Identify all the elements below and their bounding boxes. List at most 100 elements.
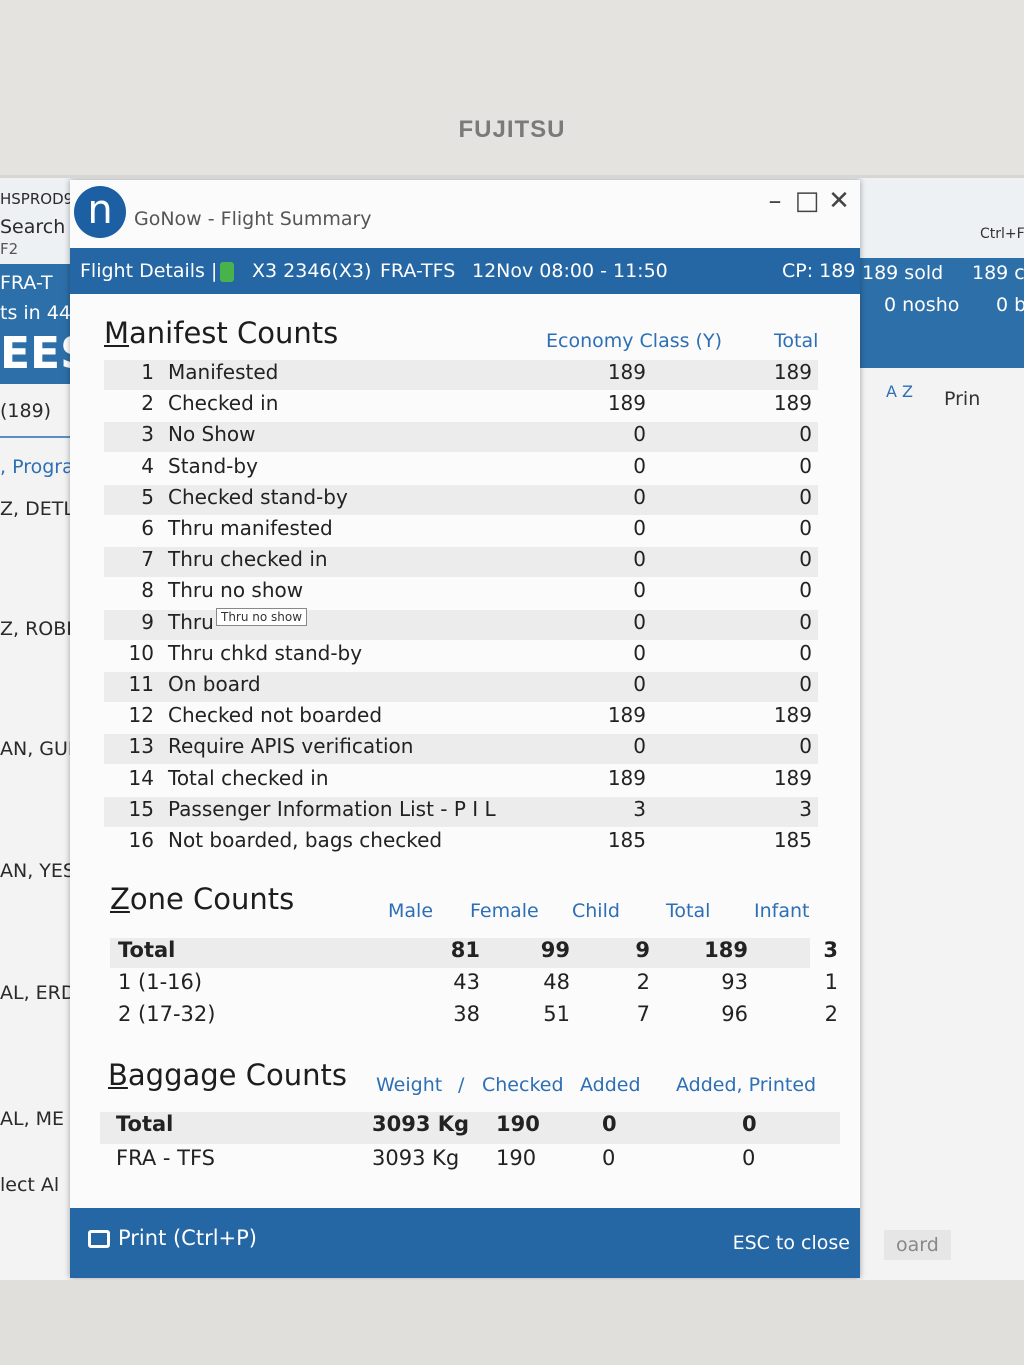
- zone-total-value: 93: [721, 970, 748, 994]
- total-value: 0: [799, 516, 812, 540]
- economy-class-header: Economy Class (Y): [546, 330, 722, 352]
- manifest-row: 15 Passenger Information List - P I L 3 3: [104, 796, 818, 827]
- total-value: 189: [773, 765, 812, 790]
- select-all-link[interactable]: lect Al: [0, 1174, 60, 1196]
- sort-az-button[interactable]: A Z: [886, 382, 913, 401]
- zone-child-value: 2: [636, 970, 650, 994]
- env-label: HSPROD9: [0, 190, 74, 208]
- economy-value: 0: [633, 453, 646, 478]
- zone-row: Total 81 99 9 189 3: [110, 938, 838, 968]
- total-header: Total: [774, 330, 819, 352]
- print-button[interactable]: Print (Ctrl+P): [88, 1226, 257, 1250]
- row-label: Checked stand-by: [168, 484, 348, 509]
- flight-icon: [216, 260, 240, 282]
- row-number: 16: [128, 828, 154, 852]
- passenger-row[interactable]: Z, ROBI: [0, 618, 72, 640]
- manifest-row: 2 Checked in 189 189: [104, 391, 818, 421]
- zone-child-value: 9: [635, 938, 650, 962]
- row-number: 9: [141, 609, 154, 634]
- flight-number: X3 2346(X3): [252, 260, 372, 282]
- row-label: Require APIS verification: [168, 734, 414, 759]
- dialog-footer: Print (Ctrl+P) ESC to close: [70, 1208, 860, 1278]
- search-button[interactable]: Search: [0, 216, 66, 238]
- baggage-label: FRA - TFS: [116, 1146, 215, 1170]
- row-label: Checked in: [168, 391, 279, 416]
- background-stats-band: [860, 258, 1024, 368]
- total-value: 0: [799, 640, 812, 665]
- row-label: Thru checked in: [168, 547, 328, 572]
- manifest-row: 11 On board 0 0: [104, 672, 818, 702]
- row-label: Thru: [168, 609, 214, 634]
- total-value: 3: [799, 796, 812, 821]
- child-header: Child: [572, 900, 620, 922]
- screen: HSPROD9 Search F2 FRA-T ts in 44 EES (18…: [0, 178, 1024, 1280]
- row-number: 14: [128, 765, 154, 790]
- row-number: 11: [128, 672, 154, 696]
- added-printed-header: Added, Printed: [676, 1074, 817, 1096]
- sold-count: 189 sold: [862, 262, 944, 284]
- maximize-icon[interactable]: □: [794, 186, 820, 216]
- shortcut-fragment: Ctrl+F: [980, 226, 1024, 242]
- total-value: 0: [799, 453, 812, 478]
- zone-male-value: 38: [453, 1002, 480, 1026]
- infant-header: Infant: [754, 900, 810, 922]
- minimize-icon[interactable]: –: [768, 186, 782, 216]
- total-value: 189: [773, 391, 812, 416]
- checked-count: 189 c: [972, 262, 1024, 284]
- passenger-row[interactable]: AN, GUE: [0, 738, 80, 760]
- zone-label: 1 (1-16): [118, 970, 203, 994]
- row-label: Passenger Information List - P I L: [168, 796, 496, 821]
- manifest-row: 10 Thru chkd stand-by 0 0: [104, 641, 818, 671]
- passenger-row[interactable]: AL, ME: [0, 1108, 65, 1130]
- economy-value: 0: [633, 734, 646, 759]
- monitor-brand-logo: FUJITSU: [458, 116, 566, 143]
- count-fragment: ts in 44: [0, 302, 71, 324]
- economy-value: 185: [607, 828, 646, 852]
- passenger-row[interactable]: AL, ERD: [0, 982, 76, 1004]
- checked-header: Checked: [482, 1074, 564, 1096]
- passenger-row[interactable]: AN, YES: [0, 860, 75, 882]
- male-header: Male: [388, 900, 434, 922]
- baggage-added-printed: 0: [742, 1146, 756, 1170]
- baggage-weight: 3093 Kg: [372, 1112, 470, 1136]
- baggage-row: FRA - TFS 3093 Kg 190 0 0: [100, 1146, 840, 1178]
- noshow-count: 0 nosho: [884, 294, 960, 316]
- zone-female-value: 99: [540, 938, 570, 962]
- row-label: Thru manifested: [168, 516, 333, 540]
- total-value: 0: [799, 734, 812, 759]
- close-icon[interactable]: ✕: [828, 186, 850, 216]
- zone-infant-value: 2: [824, 1002, 838, 1026]
- route-fragment: FRA-T: [0, 272, 53, 294]
- baggage-checked: 190: [496, 1112, 540, 1136]
- row-number: 3: [141, 422, 154, 447]
- economy-value: 0: [633, 547, 646, 572]
- zone-row: 2 (17-32) 38 51 7 96 2: [110, 1002, 838, 1032]
- print-fragment-button[interactable]: Prin: [944, 388, 981, 410]
- manifest-row: 14 Total checked in 189 189: [104, 766, 818, 796]
- flight-summary-dialog: n GoNow - Flight Summary – □ ✕ Flight De…: [70, 180, 860, 1278]
- zone-row: 1 (1-16) 43 48 2 93 1: [110, 970, 838, 1000]
- baggage-checked: 190: [496, 1146, 537, 1170]
- flight-date-time: 12Nov 08:00 - 11:50: [472, 260, 668, 282]
- zone-total-value: 189: [704, 938, 748, 962]
- row-number: 8: [141, 578, 154, 603]
- row-number: 2: [141, 391, 154, 416]
- program-link[interactable]: , Progra: [0, 456, 74, 478]
- row-number: 5: [141, 484, 154, 509]
- zone-child-value: 7: [636, 1002, 650, 1026]
- economy-value: 3: [633, 796, 646, 821]
- row-label: Thru no show: [168, 578, 304, 603]
- baggage-added: 0: [602, 1146, 616, 1170]
- total-value: 189: [773, 360, 812, 384]
- row-label: No Show: [168, 422, 256, 447]
- total-value: 0: [799, 672, 812, 696]
- economy-value: 0: [633, 516, 646, 540]
- board-button[interactable]: oard: [884, 1230, 951, 1260]
- baggage-counts-title: Baggage Counts: [108, 1058, 347, 1092]
- zone-infant-value: 3: [823, 938, 838, 962]
- manifest-row: 9 Thru 0 0: [104, 609, 818, 640]
- manifest-row: 6 Thru manifested 0 0: [104, 516, 818, 546]
- header-separator: /: [458, 1074, 465, 1096]
- passenger-row[interactable]: Z, DETL: [0, 498, 74, 520]
- dialog-title: GoNow - Flight Summary: [134, 208, 372, 230]
